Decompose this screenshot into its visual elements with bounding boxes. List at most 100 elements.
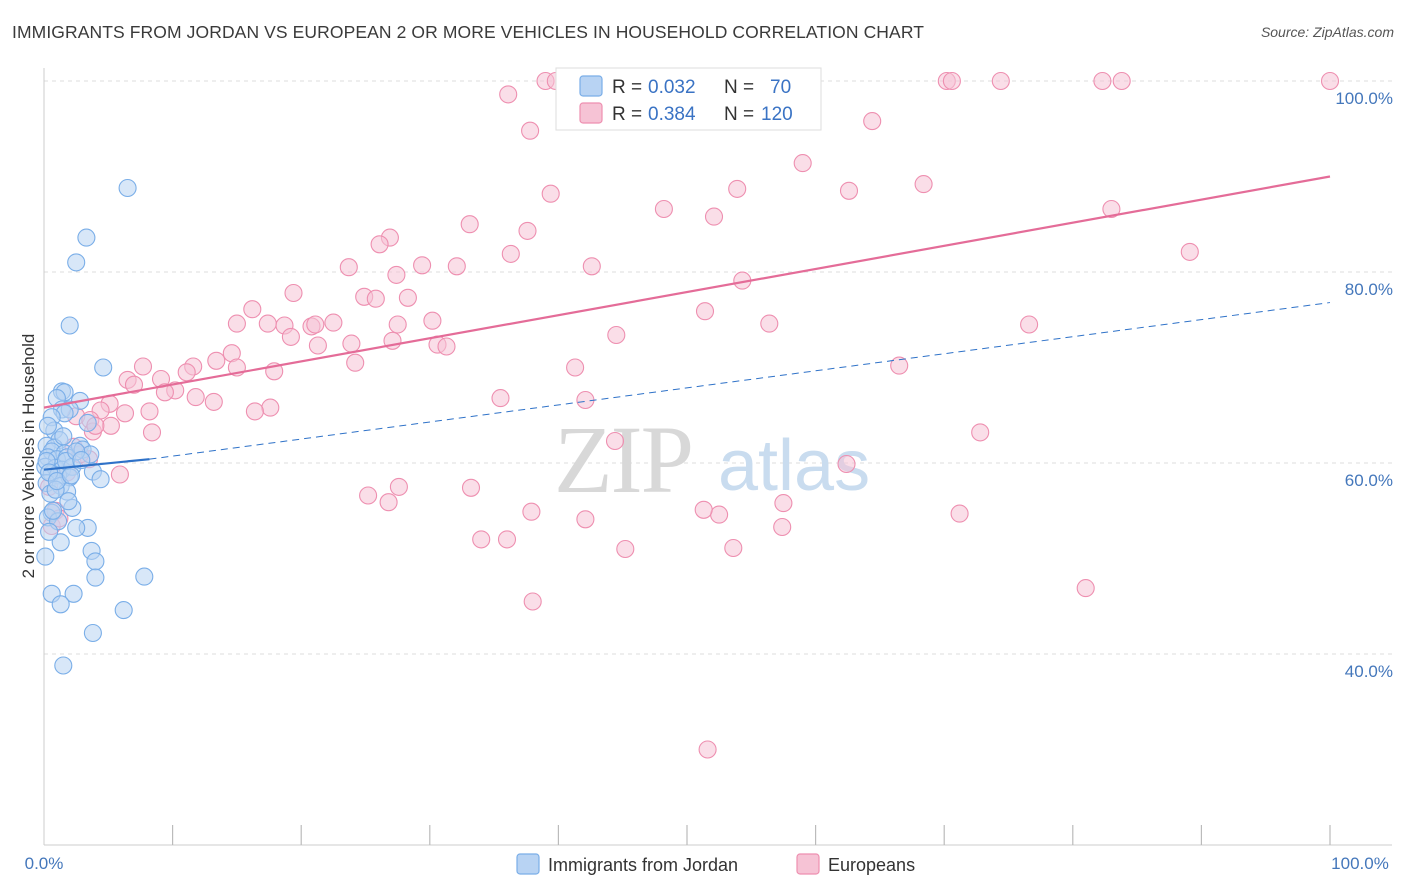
europeans-point-105 — [576, 510, 595, 529]
europeans-trend-line — [43, 175, 1331, 409]
jordan-point-2 — [67, 253, 86, 272]
jordan-point-67 — [59, 492, 78, 511]
europeans-point-50 — [423, 311, 442, 330]
europeans-point-55 — [342, 334, 361, 353]
stats-legend: R = 0.032 N = 70 R = 0.384 N = 120 — [555, 67, 822, 131]
europeans-point-67 — [177, 363, 196, 382]
europeans-point-36 — [284, 283, 303, 303]
jordan-point-64 — [72, 451, 91, 470]
europeans-point-109 — [616, 539, 635, 559]
europeans-point-52 — [607, 325, 626, 345]
europeans-point-8 — [1112, 71, 1131, 91]
europeans-point-107 — [497, 530, 517, 549]
europeans-point-23 — [1102, 199, 1121, 219]
europeans-point-40 — [243, 300, 262, 319]
europeans-point-53 — [281, 327, 300, 346]
europeans-point-33 — [582, 257, 601, 276]
jordan-point-55 — [83, 623, 102, 643]
x-tick-label-max: 100.0% — [1331, 854, 1389, 873]
europeans-point-49 — [388, 315, 407, 334]
europeans-point-30 — [339, 258, 358, 277]
europeans-point-44 — [258, 314, 277, 333]
europeans-r-value: 0.384 — [648, 104, 696, 125]
europeans-point-101 — [710, 505, 729, 524]
europeans-point-7 — [1093, 71, 1112, 91]
europeans-point-75 — [491, 389, 510, 408]
europeans-point-73 — [155, 383, 174, 402]
y-tick-label-40: 40.0% — [1345, 662, 1393, 681]
europeans-point-48 — [324, 313, 343, 332]
europeans-point-27 — [370, 235, 389, 254]
gridlines — [44, 80, 1392, 655]
europeans-point-113 — [1076, 579, 1095, 598]
europeans-point-119 — [110, 465, 129, 484]
europeans-point-47 — [306, 315, 325, 334]
europeans-point-96 — [461, 478, 481, 497]
europeans-point-99 — [379, 493, 398, 512]
europeans-point-108 — [724, 538, 743, 558]
europeans-point-77 — [204, 392, 223, 411]
europeans-point-16 — [793, 154, 812, 173]
jordan-point-52 — [64, 584, 83, 603]
europeans-point-21 — [654, 199, 673, 219]
trend-lines — [43, 175, 1331, 471]
europeans-point-28 — [501, 244, 520, 263]
europeans-point-31 — [413, 256, 432, 275]
europeans-n-value: 120 — [761, 104, 793, 125]
europeans-point-66 — [133, 357, 153, 376]
jordan-point-69 — [61, 466, 81, 485]
europeans-point-58 — [437, 337, 456, 356]
europeans-point-89 — [971, 423, 990, 442]
y-axis-title: 2 or more Vehicles in Household — [19, 334, 38, 579]
legend-jordan-swatch — [516, 853, 540, 875]
jordan-point-45 — [51, 533, 70, 552]
europeans-point-87 — [142, 423, 162, 442]
europeans-points — [40, 71, 1340, 759]
y-tick-labels: 40.0% 60.0% 80.0% 100.0% — [1335, 89, 1393, 681]
jordan-point-14 — [78, 413, 97, 432]
europeans-point-18 — [728, 179, 747, 198]
europeans-point-22 — [704, 207, 724, 226]
europeans-point-38 — [366, 289, 385, 308]
jordan-point-62 — [54, 427, 73, 446]
jordan-point-50 — [36, 547, 55, 566]
europeans-point-71 — [124, 375, 144, 394]
europeans-point-25 — [518, 221, 537, 240]
europeans-point-32 — [447, 257, 466, 276]
europeans-point-5 — [942, 71, 961, 91]
source-credit: Source: ZipAtlas.com — [1260, 24, 1394, 40]
jordan-trend-line — [43, 458, 150, 471]
europeans-point-65 — [890, 356, 909, 375]
europeans-point-64 — [566, 358, 585, 377]
europeans-point-54 — [308, 336, 327, 355]
europeans-point-63 — [346, 353, 365, 372]
jordan-n-value: 70 — [770, 77, 791, 98]
y-tick-label-60: 60.0% — [1345, 471, 1393, 490]
y-tick-label-80: 80.0% — [1345, 280, 1393, 299]
europeans-point-15 — [521, 121, 540, 140]
europeans-point-79 — [261, 398, 280, 417]
legend-europeans-label: Europeans — [828, 855, 915, 875]
europeans-point-24 — [460, 215, 479, 234]
jordan-point-56 — [54, 656, 73, 675]
europeans-point-98 — [774, 494, 793, 513]
jordan-point-0 — [118, 178, 137, 198]
europeans-point-6 — [991, 71, 1010, 91]
jordan-trend-extension — [149, 302, 1331, 460]
legend-jordan-label: Immigrants from Jordan — [548, 855, 738, 875]
europeans-point-106 — [472, 530, 491, 549]
watermark-zip: ZIP — [554, 406, 692, 513]
jordan-point-48 — [86, 568, 105, 587]
x-tick-label-min: 0.0% — [25, 854, 64, 873]
jordan-point-68 — [40, 522, 59, 541]
x-ticks — [172, 825, 1331, 845]
jordan-point-34 — [91, 470, 110, 489]
jordan-points — [36, 178, 154, 675]
europeans-point-114 — [523, 592, 542, 611]
europeans-point-39 — [398, 288, 417, 307]
europeans-point-17 — [914, 175, 933, 194]
jordan-point-54 — [114, 601, 133, 620]
europeans-point-19 — [839, 181, 859, 200]
chart-title: IMMIGRANTS FROM JORDAN VS EUROPEAN 2 OR … — [12, 22, 925, 42]
